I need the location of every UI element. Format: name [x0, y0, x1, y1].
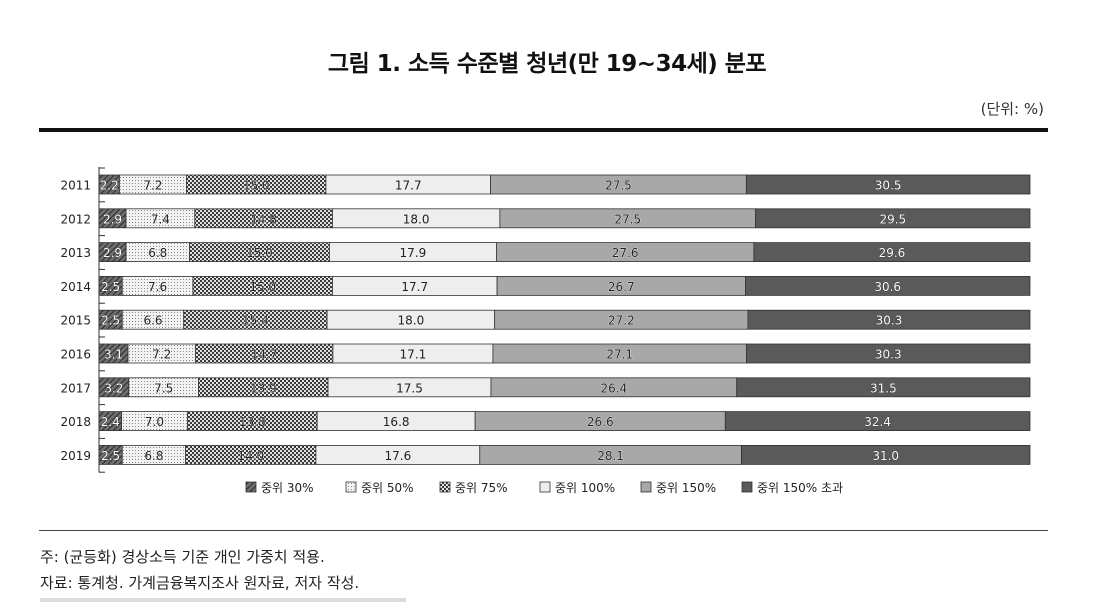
bar-segment — [747, 309, 1031, 330]
data-label: 17.7 — [395, 179, 422, 193]
data-label: 17.6 — [384, 449, 411, 463]
data-label: 15.0 — [243, 179, 270, 193]
data-label: 6.8 — [144, 449, 163, 463]
category-label: 2016 — [60, 348, 91, 362]
legend-label: 중위 150% 초과 — [757, 481, 843, 495]
data-label: 7.2 — [143, 179, 162, 193]
category-label: 2011 — [60, 179, 91, 193]
data-label: 27.2 — [608, 314, 635, 328]
data-label: 31.5 — [870, 381, 897, 395]
data-label: 17.9 — [400, 246, 427, 260]
data-label: 3.2 — [104, 381, 123, 395]
data-label: 29.6 — [879, 246, 906, 260]
data-label: 26.4 — [600, 381, 627, 395]
category-label: 2018 — [60, 415, 91, 429]
bars: 2.2 7.2 15.0 17.7 27.5 30.5 2.9 7.4 14.8 18.0 27.5… — [98, 174, 1031, 465]
data-label: 2.5 — [101, 314, 120, 328]
bar-segment — [724, 411, 1031, 432]
data-label: 2.5 — [101, 449, 120, 463]
data-label: 27.5 — [605, 179, 632, 193]
data-label: 18.0 — [403, 212, 430, 226]
stacked-bar-chart: 2011 2012 2013 2014 2015 2016 2017 2018 2019 2.2… — [60, 167, 1031, 495]
data-label: 29.5 — [879, 212, 906, 226]
data-label: 27.6 — [612, 246, 639, 260]
legend: 중위 30% 중위 50% 중위 75% 중위 100% 중위 150% 중위 150% … — [245, 481, 843, 495]
data-label: 7.0 — [145, 415, 164, 429]
data-label: 2.9 — [103, 246, 122, 260]
data-label: 2.4 — [101, 415, 120, 429]
data-label: 13.8 — [239, 415, 266, 429]
category-label: 2017 — [60, 381, 91, 395]
footnote: 주: (균등화) 경상소득 기준 개인 가중치 적용. — [40, 548, 325, 566]
data-label: 30.5 — [875, 179, 902, 193]
legend-swatch — [345, 481, 357, 493]
data-label: 7.4 — [151, 212, 170, 226]
data-label: 2.2 — [100, 179, 119, 193]
data-label: 15.4 — [242, 314, 269, 328]
legend-swatch — [245, 481, 257, 493]
legend-swatch — [640, 481, 652, 493]
data-label: 14.8 — [250, 212, 277, 226]
data-label: 26.7 — [608, 280, 635, 294]
data-label: 14.7 — [251, 348, 278, 362]
legend-label: 중위 50% — [361, 481, 414, 495]
data-label: 3.1 — [104, 348, 123, 362]
data-label: 13.9 — [250, 381, 277, 395]
legend-swatch — [741, 481, 753, 493]
data-label: 30.3 — [875, 348, 902, 362]
axis: 2011 2012 2013 2014 2015 2016 2017 2018 2019 — [60, 167, 105, 473]
legend-label: 중위 150% — [656, 481, 716, 495]
bar-segment — [740, 444, 1031, 465]
bar-segment — [744, 275, 1031, 296]
category-label: 2019 — [60, 449, 91, 463]
data-label: 2.9 — [103, 212, 122, 226]
data-label: 30.6 — [874, 280, 901, 294]
data-label: 7.6 — [148, 280, 167, 294]
data-label: 7.5 — [154, 381, 173, 395]
bar-segment — [746, 343, 1031, 364]
data-label: 15.0 — [246, 246, 273, 260]
category-label: 2013 — [60, 246, 91, 260]
data-label: 16.8 — [383, 415, 410, 429]
data-label: 28.1 — [597, 449, 624, 463]
data-label: 18.0 — [398, 314, 425, 328]
bar-segment — [745, 174, 1031, 195]
data-label: 6.6 — [143, 314, 162, 328]
legend-swatch — [539, 481, 551, 493]
data-label: 15.0 — [249, 280, 276, 294]
legend-label: 중위 100% — [555, 481, 615, 495]
bar-segment — [736, 377, 1031, 398]
data-label: 7.2 — [152, 348, 171, 362]
data-label: 14.0 — [237, 449, 264, 463]
data-label: 26.6 — [587, 415, 614, 429]
bar-segment — [755, 208, 1031, 229]
top-rule — [39, 128, 1048, 132]
data-label: 27.1 — [606, 348, 633, 362]
legend-label: 중위 75% — [455, 481, 508, 495]
data-label: 17.7 — [401, 280, 428, 294]
legend-label: 중위 30% — [261, 481, 314, 495]
data-label: 31.0 — [872, 449, 899, 463]
data-label: 17.1 — [400, 348, 427, 362]
data-label: 6.8 — [148, 246, 167, 260]
decorative-bar — [40, 598, 406, 602]
data-label: 32.4 — [864, 415, 891, 429]
legend-swatch — [439, 481, 451, 493]
data-label: 17.5 — [396, 381, 423, 395]
bottom-rule — [39, 530, 1048, 531]
category-label: 2015 — [60, 314, 91, 328]
data-label: 27.5 — [614, 212, 641, 226]
source-note: 자료: 통계청. 가계금융복지조사 원자료, 저자 작성. — [40, 574, 360, 592]
bar-segment — [753, 242, 1031, 263]
chart-title: 그림 1. 소득 수준별 청년(만 19~34세) 분포 — [327, 51, 767, 77]
data-label: 30.3 — [876, 314, 903, 328]
unit-label: (단위: %) — [980, 100, 1044, 118]
category-label: 2012 — [60, 212, 91, 226]
data-label: 2.5 — [101, 280, 120, 294]
category-label: 2014 — [60, 280, 91, 294]
